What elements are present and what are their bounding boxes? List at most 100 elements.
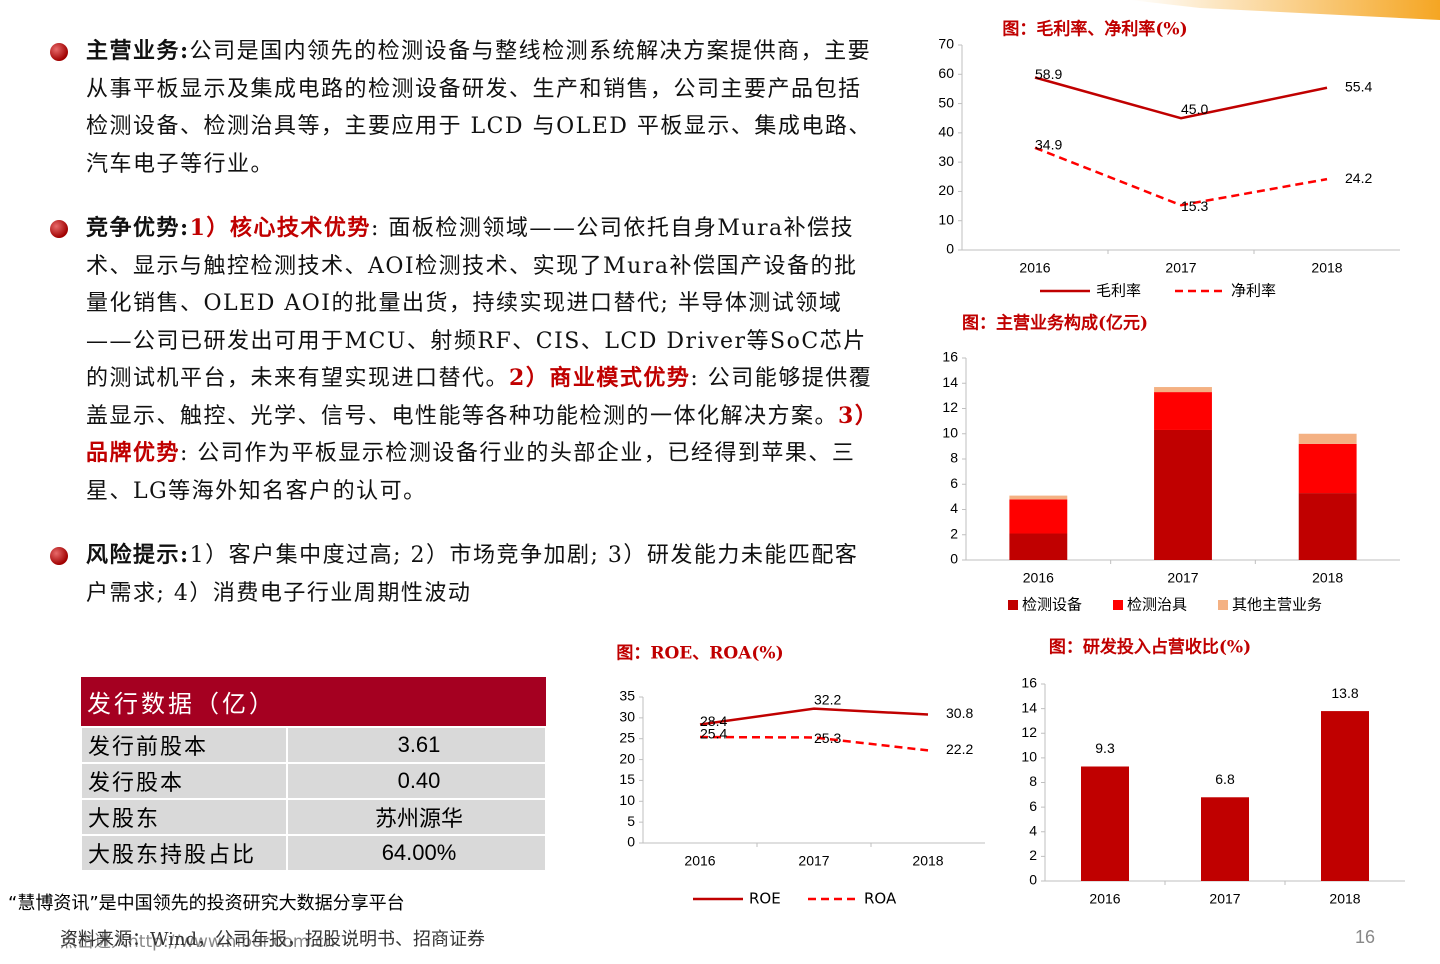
body-text: : 公司能够提供覆盖显示、触控、光学、信号、电性能等各种功能检测的一体化解决方案… <box>86 366 873 429</box>
y-tick-label: 0 <box>946 241 954 257</box>
x-tick-label: 2016 <box>1089 891 1120 907</box>
line <box>699 707 929 726</box>
body-text: : 公司作为平板显示检测设备行业的头部企业，已经得到苹果、三星、LG等海外知名客… <box>86 441 856 504</box>
legend-label: 检测治具 <box>1127 596 1187 614</box>
y-tick-label: 70 <box>938 36 954 52</box>
x-tick-label: 2017 <box>798 853 829 869</box>
bullet-dot <box>50 547 68 565</box>
bullet: 风险提示:1）客户集中度过高; 2）市场竞争加剧; 3）研发能力未能匹配客户需求… <box>50 537 880 612</box>
y-tick-label: 12 <box>942 399 958 415</box>
bullet: 竞争优势:1）核心技术优势: 面板检测领域——公司依托自身Mura补偿技术、显示… <box>50 210 880 510</box>
data-label: 58.9 <box>1035 66 1062 82</box>
bar-segment <box>1009 495 1068 500</box>
y-tick-label: 6 <box>1029 798 1037 814</box>
issue-table: 发行数据（亿） 发行前股本 3.61 发行股本 0.40 大股东 苏州源华 大股东持股… <box>80 677 547 872</box>
y-tick-label: 10 <box>938 211 954 227</box>
source: 资料来源：Wind，公司年报，招股说明书、招商证券 <box>60 929 486 950</box>
x-tick-label: 2017 <box>1209 891 1240 907</box>
bar-segment <box>1154 392 1212 430</box>
cell: 3.61 <box>286 726 547 764</box>
data-label: 6.8 <box>1215 771 1235 787</box>
bullet-label: 风险提示: <box>86 542 190 568</box>
legend-label: 检测设备 <box>1022 596 1082 614</box>
emphasis-text: 3）品牌优势 <box>86 402 879 467</box>
chart-title: 图：主营业务构成(亿元) <box>962 313 1148 334</box>
data-label: 9.3 <box>1095 740 1115 756</box>
slogan: “慧博资讯”是中国领先的投资研究大数据分享平台 <box>8 893 405 914</box>
body-text: 公司是国内领先的检测设备与整线检测系统解决方案提供商，主要从事平板显示及集成电路… <box>86 39 872 177</box>
x-tick-label: 2018 <box>1311 260 1342 276</box>
y-tick-label: 16 <box>1021 675 1037 691</box>
y-tick-label: 10 <box>1021 749 1037 765</box>
cell: 发行股本 <box>80 762 288 800</box>
data-label: 15.3 <box>1181 198 1208 214</box>
bullet-dot <box>50 43 68 61</box>
data-label: 32.2 <box>814 691 841 707</box>
y-tick-label: 10 <box>619 792 635 808</box>
bar-segment <box>1009 499 1068 534</box>
line <box>1034 146 1328 207</box>
bullet-text: 主营业务:公司是国内领先的检测设备与整线检测系统解决方案提供商，主要从事平板显示… <box>86 33 880 183</box>
x-tick-label: 2018 <box>912 853 943 869</box>
corner-decoration <box>1130 0 1440 20</box>
legend-label: ROA <box>864 890 897 908</box>
y-tick-label: 12 <box>1021 724 1037 740</box>
y-tick-label: 10 <box>942 424 958 440</box>
data-label: 34.9 <box>1035 136 1062 152</box>
data-label: 30.8 <box>946 705 973 721</box>
table-title: 发行数据（亿） <box>81 677 546 727</box>
y-tick-label: 25 <box>619 729 635 745</box>
y-tick-label: 30 <box>938 153 954 169</box>
legend-label: 净利率 <box>1231 282 1276 300</box>
legend-swatch <box>1218 600 1228 610</box>
data-label: 13.8 <box>1331 685 1358 701</box>
legend-swatch <box>1113 600 1123 610</box>
bullet-text: 竞争优势:1）核心技术优势: 面板检测领域——公司依托自身Mura补偿技术、显示… <box>86 210 880 510</box>
y-tick-label: 4 <box>1029 822 1037 838</box>
data-label: 24.2 <box>1345 170 1372 186</box>
data-label: 25.3 <box>814 730 841 746</box>
bullet-label: 竞争优势: <box>86 215 190 241</box>
bar-segment <box>1154 387 1212 393</box>
bullet: 主营业务:公司是国内领先的检测设备与整线检测系统解决方案提供商，主要从事平板显示… <box>50 33 880 183</box>
cell: 64.00% <box>286 834 547 872</box>
y-tick-label: 0 <box>950 551 958 567</box>
line <box>1034 76 1328 120</box>
bar-segment <box>1298 443 1357 494</box>
bar-segment <box>1154 429 1212 560</box>
y-tick-label: 20 <box>938 182 954 198</box>
data-label: 45.0 <box>1181 101 1208 117</box>
bar <box>1321 711 1369 881</box>
cell: 苏州源华 <box>286 798 547 836</box>
y-tick-label: 0 <box>627 834 635 850</box>
y-tick-label: 5 <box>627 813 635 829</box>
y-tick-label: 6 <box>950 475 958 491</box>
bar <box>1201 797 1249 881</box>
body-text: : 面板检测领域——公司依托自身Mura补偿技术、显示与触控检测技术、AOI检测… <box>86 216 867 391</box>
chart-title: 图：毛利率、净利率(%) <box>1002 19 1187 40</box>
cell: 大股东持股占比 <box>80 834 288 872</box>
emphasis-text: 1）核心技术优势 <box>189 215 371 241</box>
x-tick-label: 2016 <box>1023 570 1054 586</box>
bar-segment <box>1298 493 1357 560</box>
x-tick-label: 2017 <box>1165 260 1196 276</box>
y-tick-label: 50 <box>938 94 954 110</box>
legend-label: 毛利率 <box>1096 282 1141 300</box>
body-text: 1）客户集中度过高; 2）市场竞争加剧; 3）研发能力未能匹配客户需求; 4）消… <box>86 543 859 606</box>
legend-swatch <box>1008 600 1018 610</box>
bullet-label: 主营业务: <box>86 38 190 64</box>
bullet-dot <box>50 220 68 238</box>
y-tick-label: 16 <box>942 349 958 365</box>
y-tick-label: 14 <box>1021 699 1037 715</box>
y-tick-label: 0 <box>1029 872 1037 888</box>
x-tick-label: 2016 <box>1019 260 1050 276</box>
x-tick-label: 2016 <box>684 853 715 869</box>
legend-label: ROE <box>749 890 781 908</box>
y-tick-label: 35 <box>619 688 635 704</box>
y-tick-label: 40 <box>938 124 954 140</box>
y-tick-label: 8 <box>1029 773 1037 789</box>
bullet-text: 风险提示:1）客户集中度过高; 2）市场竞争加剧; 3）研发能力未能匹配客户需求… <box>86 537 880 612</box>
cell: 大股东 <box>80 798 288 836</box>
y-tick-label: 20 <box>619 750 635 766</box>
